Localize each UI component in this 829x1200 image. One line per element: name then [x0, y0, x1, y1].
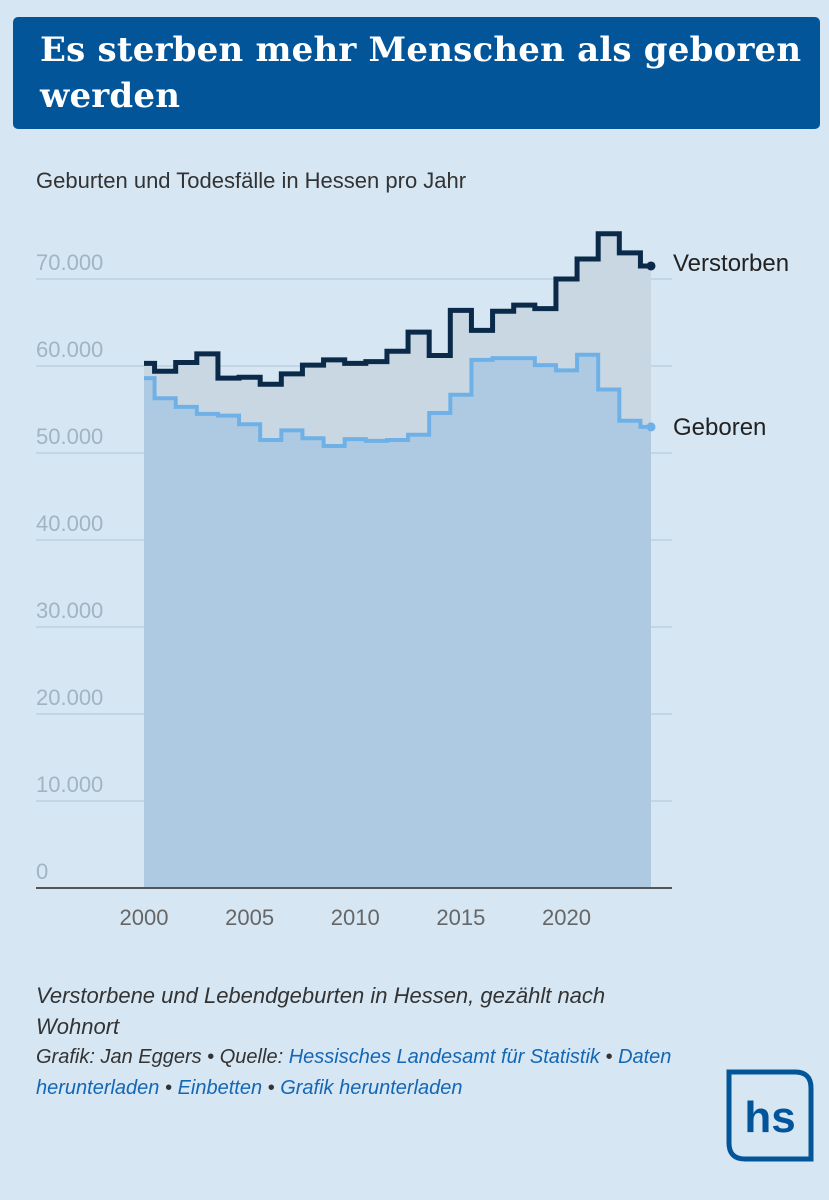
hs-logo[interactable]: hs [725, 1068, 815, 1163]
credit-source-label: Quelle: [219, 1046, 284, 1068]
x-tick-label: 2005 [225, 905, 274, 930]
credit-separator: • [159, 1077, 178, 1099]
credits: Grafik: Jan Eggers • Quelle: Hessisches … [36, 1042, 676, 1104]
births-area [144, 354, 651, 888]
x-tick-label: 2010 [331, 905, 380, 930]
embed-link[interactable]: Einbetten [177, 1077, 263, 1099]
credit-graphic: Grafik: Jan Eggers [36, 1046, 202, 1068]
chart-caption: Verstorbene und Lebendgeburten in Hessen… [36, 983, 606, 1039]
y-tick-label: 50.000 [36, 424, 103, 449]
series-label-geboren: Geboren [673, 414, 766, 441]
y-tick-label: 60.000 [36, 337, 103, 362]
y-tick-label: 40.000 [36, 511, 103, 536]
credit-separator: • [599, 1046, 619, 1068]
gap-area [144, 233, 651, 447]
deaths-point [646, 261, 656, 271]
births-line [144, 352, 651, 449]
credit-separator: • [262, 1077, 281, 1099]
x-tick-label: 2000 [120, 905, 169, 930]
y-tick-label: 0 [36, 859, 48, 884]
x-tick-label: 2020 [542, 905, 591, 930]
download-data-link[interactable]: Daten herunterladen [36, 1046, 672, 1099]
source-link[interactable]: Hessisches Landesamt für Statistik [288, 1046, 600, 1068]
chart-subtitle: Geburten und Todesfälle in Hessen pro Ja… [36, 168, 467, 193]
y-tick-label: 10.000 [36, 772, 103, 797]
y-tick-label: 70.000 [36, 250, 103, 275]
chart-svg: 0 10.000 20.000 30.000 40.000 50.000 60.000 70.… [36, 231, 789, 930]
credit-separator: • [201, 1046, 220, 1068]
series-label-verstorben: Verstorben [673, 250, 789, 277]
x-tick-label: 2015 [436, 905, 485, 930]
births-point [646, 422, 656, 432]
logo-text: hs [744, 1093, 795, 1142]
y-tick-label: 20.000 [36, 685, 103, 710]
title-banner: Es sterben mehr Menschen als geboren wer… [13, 17, 820, 129]
y-tick-label: 30.000 [36, 598, 103, 623]
chart-title: Es sterben mehr Menschen als geboren wer… [40, 30, 802, 116]
download-graphic-link[interactable]: Grafik herunterladen [280, 1077, 463, 1099]
